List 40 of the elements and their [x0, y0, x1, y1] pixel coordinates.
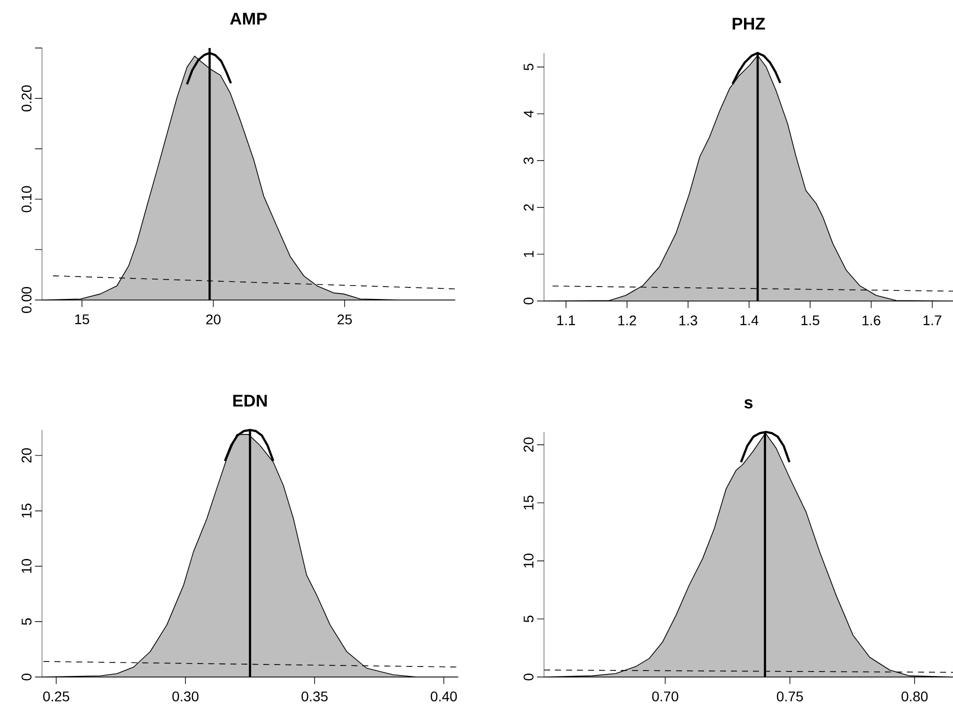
- x-tick-label: 0.30: [172, 691, 198, 702]
- x-tick-label: 1.5: [802, 316, 820, 326]
- y-tick-label: 15: [524, 496, 534, 510]
- chart-title: EDN: [233, 394, 267, 406]
- y-tick-label: 0.10: [22, 186, 32, 212]
- y-tick-label: 10: [22, 559, 32, 573]
- y-tick-label: 15: [22, 504, 32, 518]
- y-tick-label: 20: [22, 448, 32, 463]
- chart-title: AMP: [230, 12, 267, 24]
- x-tick-label: 20: [206, 314, 221, 324]
- y-tick-label: 0: [524, 298, 534, 304]
- y-tick-label: 5: [22, 618, 32, 625]
- y-tick-label: 3: [524, 157, 534, 164]
- x-tick-label: 0.75: [776, 691, 803, 702]
- chart-title: s: [744, 399, 753, 408]
- x-tick-label: 0.40: [430, 691, 457, 702]
- x-tick-label: 0.80: [902, 691, 928, 702]
- x-tick-label: 1.2: [618, 315, 636, 326]
- x-tick-label: 15: [75, 314, 90, 324]
- x-tick-label: 0.25: [43, 691, 70, 702]
- y-tick-label: 10: [524, 554, 534, 568]
- x-tick-label: 1.1: [557, 316, 576, 326]
- y-tick-label: 20: [524, 438, 534, 452]
- y-tick-label: 0: [22, 674, 32, 680]
- y-tick-label: 5: [524, 616, 534, 622]
- x-tick-label: 1.6: [862, 315, 880, 326]
- y-tick-label: 0.00: [22, 286, 32, 314]
- x-tick-label: 25: [338, 314, 352, 324]
- y-tick-label: 4: [524, 110, 534, 118]
- x-tick-label: 1.4: [740, 316, 758, 326]
- y-tick-label: 2: [524, 204, 534, 211]
- y-tick-label: 5: [524, 64, 534, 70]
- y-tick-label: 1: [524, 250, 534, 258]
- x-tick-label: 0.35: [302, 691, 328, 702]
- y-tick-label: 0.20: [22, 85, 32, 112]
- x-tick-label: 1.3: [679, 315, 698, 326]
- chart-title: PHZ: [732, 18, 765, 30]
- y-tick-label: 0: [524, 674, 534, 680]
- x-tick-label: 0.70: [652, 691, 678, 702]
- x-tick-label: 1.7: [924, 316, 942, 326]
